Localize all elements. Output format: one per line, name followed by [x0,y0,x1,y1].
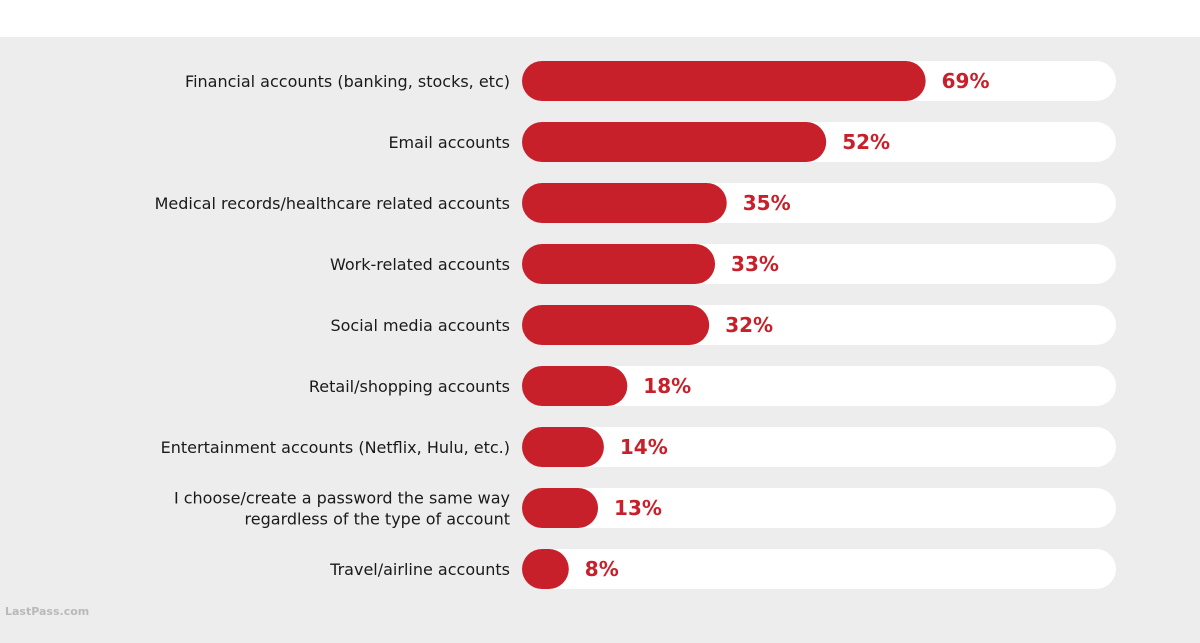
value-label: 52% [842,130,890,154]
source-watermark: LastPass.com [5,605,89,618]
category-label: Work-related accounts [330,255,510,274]
bar [522,366,628,406]
value-label: 8% [585,557,619,581]
category-label: Financial accounts (banking, stocks, etc… [185,72,510,91]
bar [522,488,599,528]
category-label: Email accounts [388,133,510,152]
category-label: Medical records/healthcare related accou… [155,194,510,213]
value-label: 69% [942,69,990,93]
category-label: Entertainment accounts (Netflix, Hulu, e… [161,438,510,457]
category-label: I choose/create a password the same way [174,489,510,508]
bar [522,549,569,589]
value-label: 35% [743,191,791,215]
value-label: 18% [643,374,691,398]
value-label: 13% [614,496,662,520]
category-label: Retail/shopping accounts [309,377,510,396]
bar [522,427,604,467]
bar [522,244,716,284]
bar [522,61,926,101]
value-label: 32% [725,313,773,337]
bar [522,305,710,345]
value-label: 14% [620,435,668,459]
bar-track [522,488,1116,528]
bar [522,122,827,162]
bar-track [522,427,1116,467]
bar-track [522,366,1116,406]
chart-area: 69% Financial accounts (banking, stocks, … [0,37,1200,643]
category-label: Travel/airline accounts [329,560,510,579]
bar-track [522,549,1116,589]
category-label: regardless of the type of account [245,510,510,529]
value-label: 33% [731,252,779,276]
category-label: Social media accounts [330,316,510,335]
bar [522,183,727,223]
bar-chart: 69% Financial accounts (banking, stocks, … [5,61,1116,618]
